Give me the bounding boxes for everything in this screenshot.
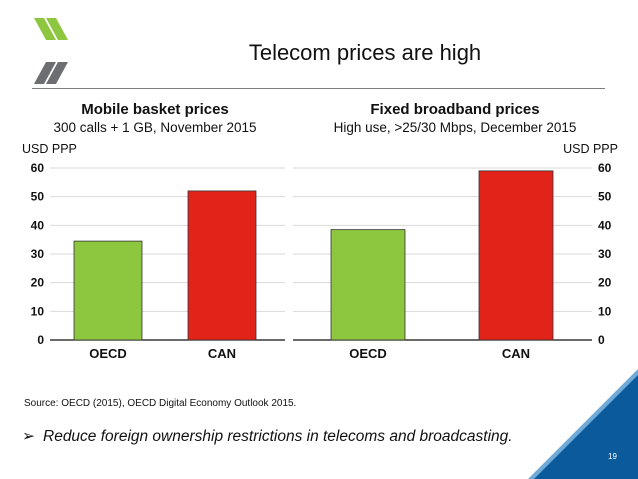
corner-decoration: [528, 369, 638, 479]
chart-title: Fixed broadband prices: [370, 101, 539, 118]
logo-chevron-grey: [34, 62, 56, 84]
x-category-label: OECD: [89, 346, 127, 361]
y-tick-label: 50: [598, 190, 612, 204]
corner-triangle-dark: [534, 375, 638, 479]
y-tick-label: 60: [31, 161, 45, 175]
price-charts: Mobile basket prices 300 calls + 1 GB, No…: [22, 101, 618, 361]
y-tick-label: 20: [31, 276, 45, 290]
y-tick-label: 30: [31, 247, 45, 261]
slide-title: Telecom prices are high: [248, 40, 482, 65]
bar-can: [187, 190, 257, 341]
y-tick-label: 60: [598, 161, 612, 175]
y-tick-label: 10: [31, 304, 45, 318]
bar-oecd: [330, 229, 406, 341]
y-tick-label: 0: [598, 333, 605, 347]
x-category-label: OECD: [349, 346, 387, 361]
chart-subtitle: High use, >25/30 Mbps, December 2015: [334, 120, 577, 135]
y-axis-unit-label: USD PPP: [22, 142, 77, 156]
bullet-point: ➢ Reduce foreign ownership restrictions i…: [22, 427, 513, 446]
y-tick-label: 40: [598, 218, 612, 232]
y-tick-label: 50: [31, 190, 45, 204]
x-category-label: CAN: [502, 346, 530, 361]
y-tick-label: 20: [598, 276, 612, 290]
arrow-bullet-icon: ➢: [22, 428, 35, 445]
y-tick-label: 30: [598, 247, 612, 261]
y-tick-label: 10: [598, 304, 612, 318]
x-category-label: CAN: [208, 346, 236, 361]
source-note: Source: OECD (2015), OECD Digital Econom…: [24, 398, 297, 409]
title-divider: [32, 88, 605, 89]
logo-chevron-green: [34, 18, 56, 40]
page-number: 19: [608, 452, 617, 461]
logo-chevron-green: [46, 18, 68, 40]
bullet-text: Reduce foreign ownership restrictions in…: [43, 428, 513, 445]
logo-chevron-grey: [46, 62, 68, 84]
bar-oecd: [73, 240, 143, 341]
oecd-logo: [34, 18, 68, 84]
chart-title: Mobile basket prices: [81, 101, 229, 118]
y-tick-label: 40: [31, 218, 45, 232]
y-tick-label: 0: [37, 333, 44, 347]
bar-can: [478, 170, 554, 341]
y-axis-unit-label: USD PPP: [563, 142, 618, 156]
chart-subtitle: 300 calls + 1 GB, November 2015: [54, 120, 257, 135]
